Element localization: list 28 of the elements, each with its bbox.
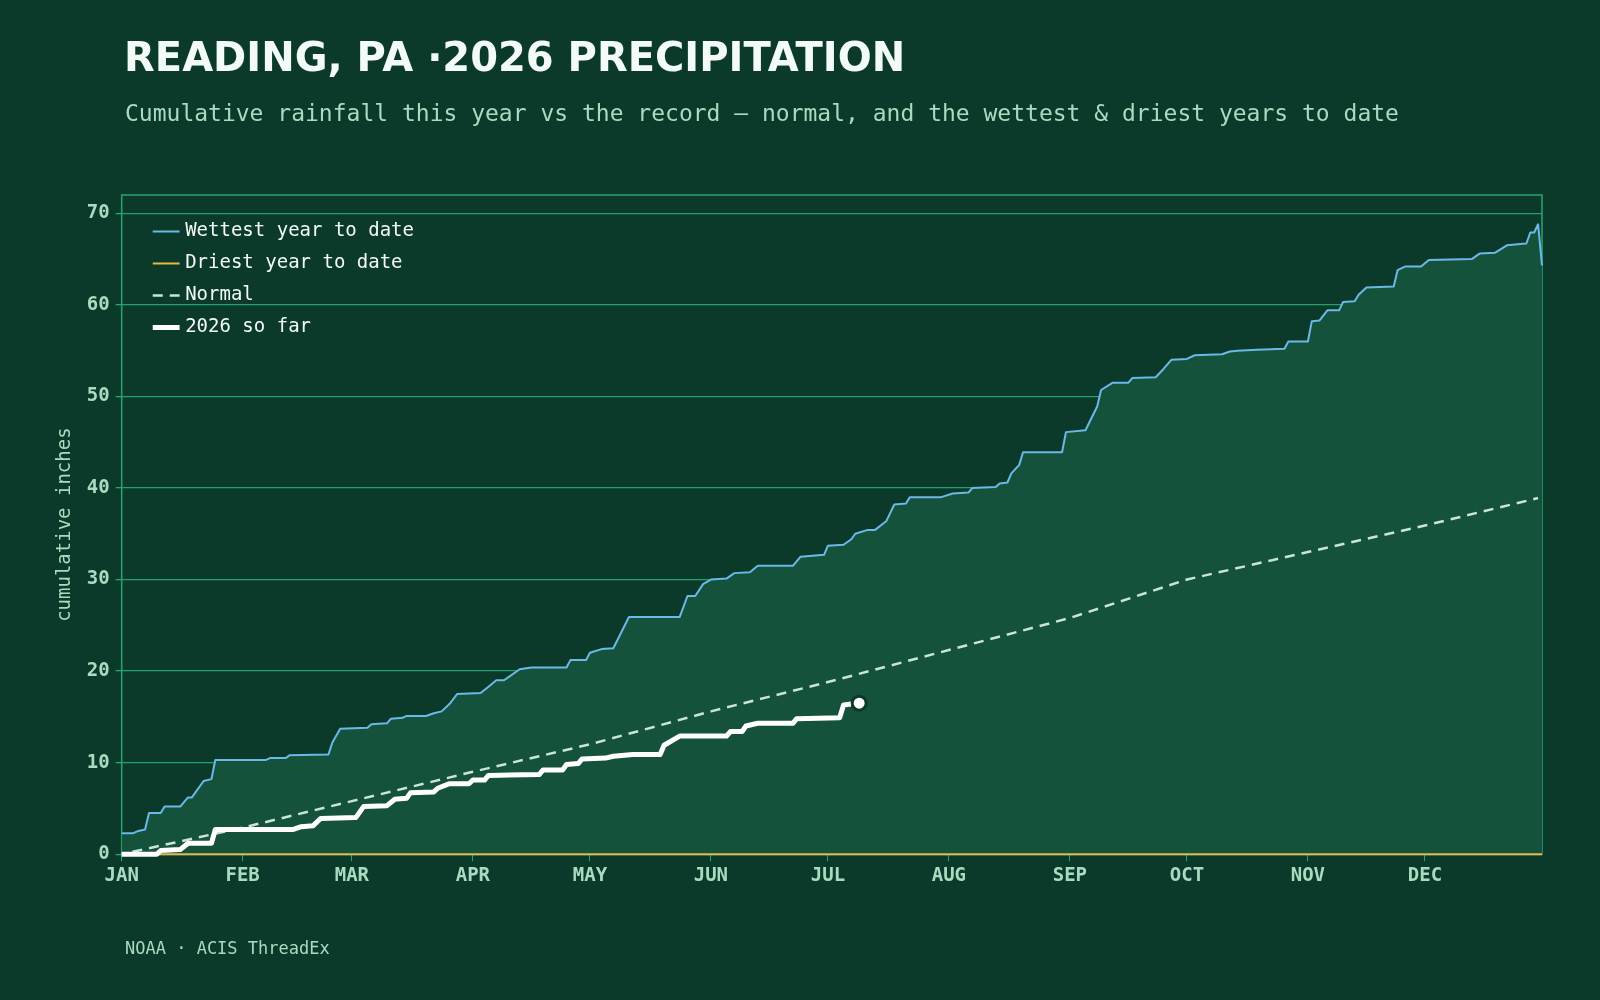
chart-subtitle: Cumulative rainfall this year vs the record — normal, and the wettest & driest years to date [125,100,1399,126]
x-tick-label: MAY [572,862,608,885]
legend-label: Wettest year to date [185,218,414,241]
y-tick-label: 50 [86,383,110,406]
x-tick-label: NOV [1290,862,1326,885]
x-tick-label: JUL [810,862,846,885]
text: NOAA · ACIS ThreadEx [125,938,330,958]
x-tick-label: APR [455,862,491,885]
y-tick-label: 60 [86,291,110,314]
x-tick-label: JUN [693,862,729,885]
y-axis-title: cumulative inches [52,427,75,622]
y-tick-label: 30 [86,566,110,589]
x-tick-label: MAR [334,862,370,885]
y-tick-label: 40 [86,474,110,497]
legend-label: Driest year to date [185,250,403,273]
y-tick-label: 70 [86,200,110,223]
x-tick-label: JAN [104,862,139,885]
y-tick-label: 10 [86,749,110,772]
x-tick-label: DEC [1407,862,1443,885]
x-tick-label: OCT [1169,862,1205,885]
y-tick-label: 20 [86,658,110,681]
chart-title: READING, PA ·2026 PRECIPITATION [124,34,906,80]
x-tick-label: AUG [931,862,967,885]
y-tick-label: 0 [98,841,110,864]
legend-label: Normal [185,282,254,305]
legend-label: 2026 so far [185,314,312,337]
x-tick-label: FEB [225,862,260,885]
x-tick-label: SEP [1052,862,1088,885]
